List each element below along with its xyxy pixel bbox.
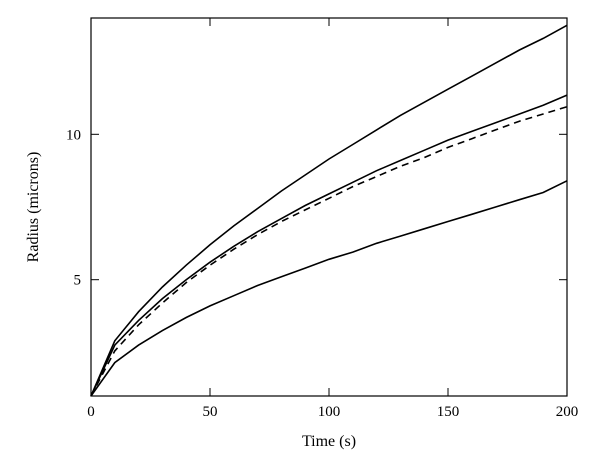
x-tick-label: 150 <box>437 404 460 420</box>
series-layer <box>90 24 568 397</box>
series-line-1-solid <box>90 24 568 397</box>
x-tick-label: 0 <box>87 404 95 420</box>
y-axis-label: Radius (microns) <box>25 152 42 263</box>
series-line-3-dashed <box>90 105 568 397</box>
y-tick-label: 5 <box>74 273 82 289</box>
x-tick-label: 100 <box>318 404 341 420</box>
tick-layer: 0 50 100 150 200 5 10 <box>66 18 578 420</box>
series-line-4-solid <box>90 180 568 397</box>
x-axis-label: Time (s) <box>302 433 356 450</box>
x-tick-label: 50 <box>203 404 218 420</box>
x-tick-label: 200 <box>556 404 579 420</box>
y-tick-label: 10 <box>66 127 81 143</box>
series-line-2-solid <box>90 94 568 397</box>
